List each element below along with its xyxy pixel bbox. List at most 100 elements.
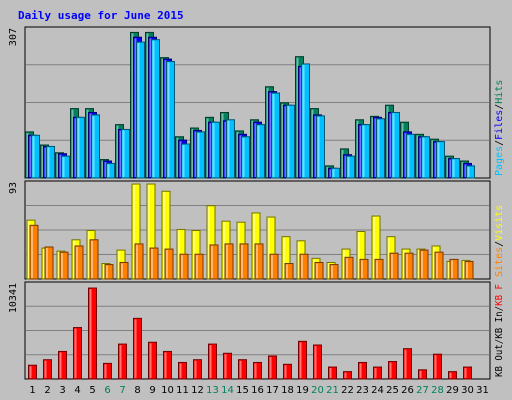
bar-highlight-pages-day-21 — [332, 169, 335, 177]
bar-sites-day-11 — [179, 253, 189, 280]
bar-highlight-files-day-18 — [284, 106, 287, 177]
bar-highlight-pages-day-8 — [137, 43, 140, 177]
day-label-14: 14 — [221, 385, 234, 396]
bar-highlight-files-day-13 — [209, 123, 212, 177]
bar-sites-day-12 — [194, 253, 204, 280]
bar-highlight-hits-day-6 — [101, 160, 104, 177]
day-label-15: 15 — [236, 385, 249, 396]
bar-highlight-visits-day-3 — [58, 252, 60, 278]
bar-highlight-pages-day-15 — [242, 137, 245, 177]
bar-highlight-kb-f-day-4 — [74, 328, 77, 378]
bar-highlight-hits-day-5 — [86, 109, 89, 177]
bar-highlight-hits-day-7 — [116, 125, 119, 177]
bar-highlight-kb-f-day-24 — [374, 368, 377, 378]
bar-highlight-sites-day-29 — [451, 260, 453, 278]
bar-highlight-kb-f-day-11 — [179, 363, 182, 378]
bar-highlight-files-day-6 — [104, 162, 107, 177]
bar-kb-f-day-13 — [208, 343, 217, 380]
bar-sites-day-13 — [209, 244, 219, 280]
legend-visits: Visits — [494, 205, 505, 241]
bar-pages-day-20 — [316, 115, 325, 179]
bar-highlight-pages-day-20 — [317, 116, 320, 177]
bar-pages-day-26 — [406, 133, 415, 179]
day-label-23: 23 — [356, 385, 369, 396]
bar-highlight-files-day-12 — [194, 131, 197, 177]
bar-highlight-hits-day-11 — [176, 137, 179, 177]
bar-highlight-files-day-2 — [44, 147, 47, 177]
bar-highlight-hits-day-28 — [431, 140, 434, 177]
bar-kb-f-day-19 — [298, 340, 307, 380]
bar-pages-day-23 — [361, 124, 370, 179]
bar-pages-day-29 — [451, 158, 460, 179]
bar-highlight-files-day-22 — [344, 155, 347, 177]
bar-highlight-files-day-26 — [404, 132, 407, 177]
bar-sites-day-22 — [344, 256, 354, 280]
day-label-20: 20 — [311, 385, 324, 396]
bar-kb-f-day-6 — [103, 362, 112, 380]
bar-highlight-visits-day-26 — [403, 250, 405, 278]
bar-pages-day-6 — [106, 162, 115, 179]
bar-highlight-files-day-19 — [299, 67, 302, 177]
bar-highlight-hits-day-26 — [401, 123, 404, 177]
bar-highlight-visits-day-24 — [373, 217, 375, 278]
bar-highlight-visits-day-15 — [238, 223, 240, 278]
bar-highlight-visits-day-8 — [133, 185, 135, 278]
bar-sites-day-21 — [329, 264, 339, 280]
legend-files: Files — [494, 110, 505, 140]
bar-highlight-pages-day-6 — [107, 164, 110, 177]
bar-highlight-kb-f-day-19 — [299, 342, 302, 378]
bar-highlight-visits-day-7 — [118, 251, 120, 278]
bar-highlight-kb-f-day-18 — [284, 365, 287, 378]
bar-sites-day-23 — [359, 258, 369, 280]
bar-highlight-visits-day-23 — [358, 232, 360, 278]
day-label-31: 31 — [476, 385, 489, 396]
bar-highlight-files-day-29 — [449, 159, 452, 177]
bar-highlight-kb-f-day-30 — [464, 368, 467, 378]
day-label-12: 12 — [191, 385, 204, 396]
bar-highlight-files-day-9 — [149, 38, 152, 178]
bar-highlight-visits-day-28 — [433, 246, 435, 278]
day-label-28: 28 — [431, 385, 444, 396]
bar-highlight-pages-day-25 — [392, 113, 395, 177]
bar-highlight-pages-day-17 — [272, 94, 275, 177]
day-label-13: 13 — [206, 385, 219, 396]
bar-highlight-visits-day-1 — [28, 221, 30, 278]
bar-kb-f-day-25 — [388, 361, 397, 380]
bar-highlight-sites-day-1 — [31, 226, 33, 278]
bar-highlight-hits-day-19 — [296, 57, 299, 178]
bar-highlight-visits-day-30 — [463, 261, 465, 278]
bar-highlight-files-day-17 — [269, 92, 272, 177]
bar-highlight-kb-f-day-8 — [134, 319, 137, 378]
bar-sites-day-15 — [239, 243, 249, 280]
day-label-11: 11 — [176, 385, 189, 396]
bar-highlight-kb-f-day-28 — [434, 355, 437, 378]
bar-highlight-sites-day-7 — [121, 263, 123, 278]
bar-highlight-sites-day-19 — [301, 255, 303, 278]
bar-highlight-pages-day-27 — [422, 137, 425, 177]
bar-kb-f-day-4 — [73, 327, 82, 380]
legend-kb-out: KB Out — [494, 344, 505, 377]
bar-highlight-sites-day-16 — [256, 244, 258, 278]
day-label-18: 18 — [281, 385, 294, 396]
day-label-6: 6 — [104, 385, 110, 396]
bar-highlight-files-day-25 — [389, 113, 392, 177]
bar-highlight-files-day-14 — [224, 121, 227, 177]
bar-highlight-sites-day-25 — [391, 254, 393, 278]
bar-sites-day-2 — [44, 246, 54, 280]
bar-highlight-sites-day-26 — [406, 254, 408, 278]
bar-highlight-hits-day-15 — [236, 131, 239, 177]
bar-kb-f-day-28 — [433, 353, 442, 380]
bar-sites-day-8 — [134, 243, 144, 280]
bar-highlight-pages-day-11 — [182, 145, 185, 177]
bar-highlight-visits-day-21 — [328, 263, 330, 278]
bar-highlight-visits-day-10 — [163, 192, 165, 278]
bar-kb-f-day-1 — [28, 364, 37, 380]
bar-pages-day-9 — [151, 39, 160, 179]
bar-highlight-kb-f-day-27 — [419, 370, 422, 378]
bar-highlight-sites-day-23 — [361, 260, 363, 278]
legend-pages: Pages — [494, 146, 505, 176]
bar-highlight-visits-day-2 — [43, 249, 45, 278]
bar-highlight-hits-day-3 — [56, 153, 59, 177]
day-label-4: 4 — [74, 385, 80, 396]
bar-highlight-files-day-21 — [329, 169, 332, 177]
